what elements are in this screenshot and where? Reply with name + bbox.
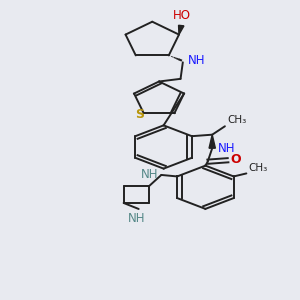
Text: NH: NH <box>141 168 159 181</box>
Text: CH₃: CH₃ <box>227 115 246 125</box>
Text: NH: NH <box>188 54 205 67</box>
Text: O: O <box>231 153 242 166</box>
Text: NH: NH <box>128 212 145 225</box>
Text: HO: HO <box>173 9 191 22</box>
Text: S: S <box>136 108 145 121</box>
Text: NH: NH <box>218 142 236 155</box>
Polygon shape <box>178 25 184 34</box>
Polygon shape <box>209 135 215 148</box>
Text: CH₃: CH₃ <box>248 163 267 173</box>
